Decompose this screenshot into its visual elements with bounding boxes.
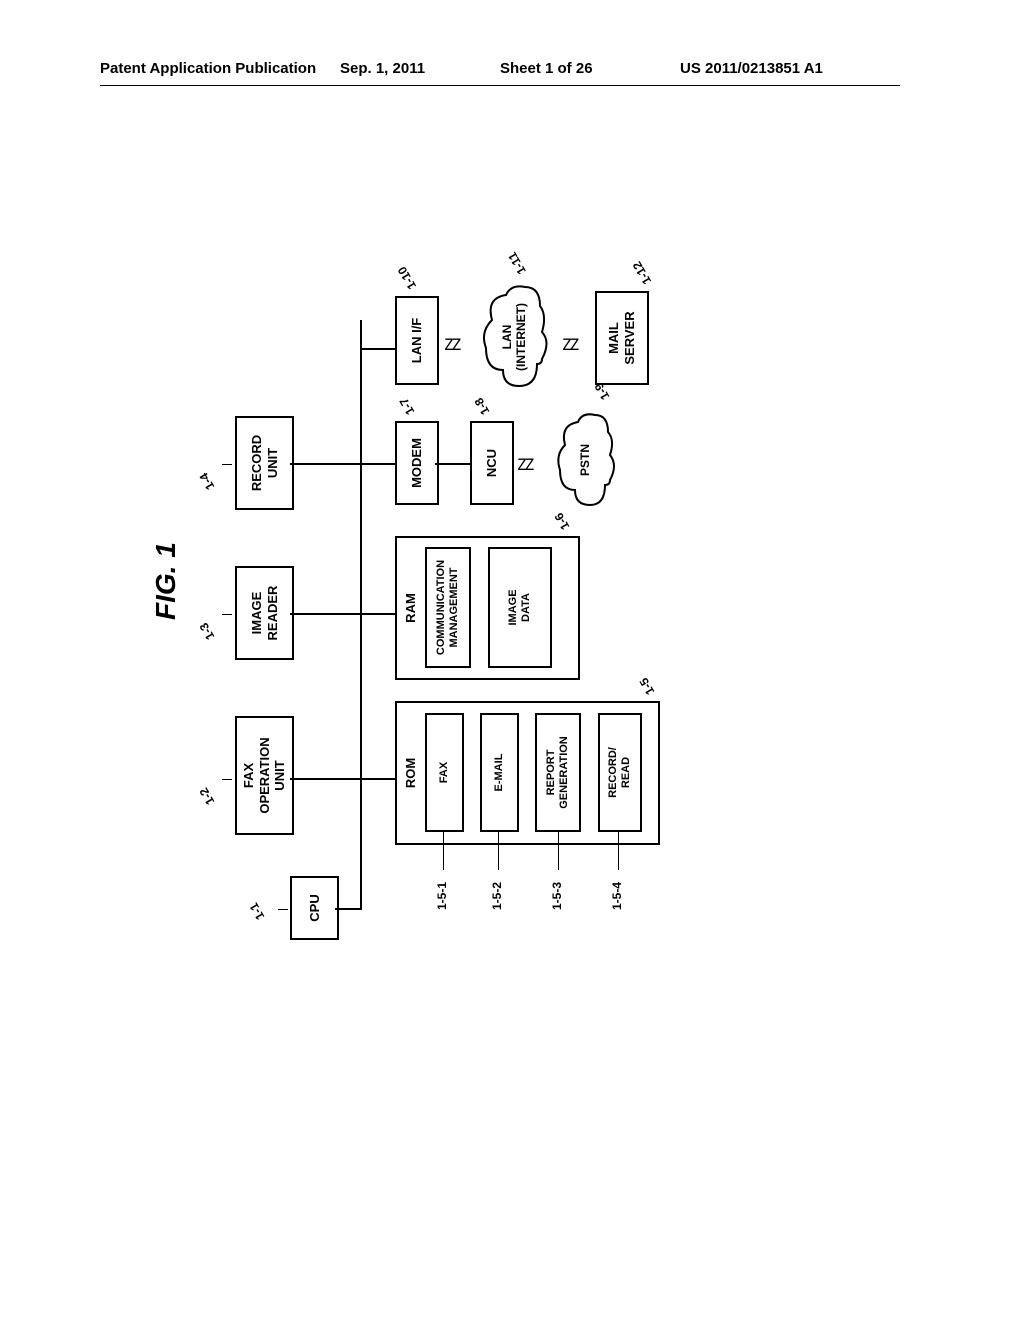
- bus-v-ru: [290, 463, 360, 465]
- bus-v-ram: [360, 613, 395, 615]
- bus-v-faxop: [290, 778, 360, 780]
- figure-title: FIG. 1: [150, 542, 182, 620]
- bus-v-modem: [360, 463, 395, 465]
- ref-rom-fax: 1-5-1: [435, 882, 449, 910]
- figure-1-diagram: FIG. 1 CPU 1-1 FAX OPERATION UNIT 1-2 IM…: [210, 220, 810, 940]
- header-left: Patent Application Publication: [100, 60, 316, 77]
- bus-h: [360, 320, 362, 910]
- fax-operation-block: FAX OPERATION UNIT: [235, 716, 294, 835]
- pstn-label: PSTN: [578, 444, 592, 476]
- cpu-block: CPU: [290, 876, 339, 940]
- lanif-block: LAN I/F: [395, 296, 439, 385]
- cpu-label: CPU: [307, 894, 323, 921]
- bus-v-ir: [290, 613, 360, 615]
- ref-cpu: 1-1: [247, 900, 268, 922]
- rom-email-block: E-MAIL: [480, 713, 519, 832]
- ncu-label: NCU: [484, 449, 500, 477]
- bus-v-cpu: [335, 908, 360, 910]
- ref-mail-server: 1-12: [630, 259, 654, 287]
- bus-v-rom: [360, 778, 395, 780]
- ref-fax-op: 1-2: [197, 785, 218, 807]
- rom-fax-block: FAX: [425, 713, 464, 832]
- page: Patent Application Publication Sep. 1, 2…: [0, 0, 1024, 1320]
- ram-comm-label: COMMUNICATION MANAGEMENT: [435, 560, 461, 655]
- lanif-label: LAN I/F: [409, 318, 425, 364]
- ref-lan: 1-11: [505, 250, 529, 277]
- bus-v-lanif: [360, 348, 395, 350]
- ref-modem: 1-7: [397, 395, 418, 417]
- mail-server-label: MAIL SERVER: [606, 311, 637, 364]
- tick-ir: [222, 614, 232, 615]
- header-pubno: US 2011/0213851 A1: [680, 60, 823, 77]
- ref-rom-record: 1-5-4: [610, 882, 624, 910]
- tick-cpu: [278, 909, 288, 910]
- zz-lan1: ZZ: [444, 335, 459, 354]
- zz-pstn: ZZ: [517, 455, 532, 474]
- header-sheet: Sheet 1 of 26: [500, 60, 593, 77]
- rom-email-label: E-MAIL: [493, 754, 506, 792]
- rom-fax-label: FAX: [438, 762, 451, 783]
- modem-block: MODEM: [395, 421, 439, 505]
- ref-rom: 1-5: [637, 675, 658, 697]
- fax-op-label: FAX OPERATION UNIT: [241, 737, 288, 813]
- ref-rom-report: 1-5-3: [550, 882, 564, 910]
- ref-rom-email: 1-5-2: [490, 882, 504, 910]
- modem-label: MODEM: [409, 438, 425, 488]
- image-reader-block: IMAGE READER: [235, 566, 294, 660]
- ref-ncu: 1-8: [472, 395, 493, 417]
- lead-rom-email: [498, 832, 499, 870]
- ref-image-reader: 1-3: [197, 620, 218, 642]
- ram-comm-block: COMMUNICATION MANAGEMENT: [425, 547, 471, 668]
- lan-cloud: LAN (INTERNET): [475, 282, 553, 392]
- ref-record-unit: 1-4: [197, 470, 218, 492]
- rom-record-block: RECORD/ READ: [598, 713, 642, 832]
- rom-label: ROM: [403, 703, 419, 843]
- tick-ru: [222, 464, 232, 465]
- lan-label: LAN (INTERNET): [500, 303, 528, 371]
- ram-label: RAM: [403, 538, 419, 678]
- lead-rom-record: [618, 832, 619, 870]
- tick-faxop: [222, 779, 232, 780]
- lead-rom-report: [558, 832, 559, 870]
- rom-report-label: REPORT GENERATION: [545, 736, 571, 809]
- record-unit-block: RECORD UNIT: [235, 416, 294, 510]
- line-modem-ncu: [435, 463, 470, 465]
- ref-lanif: 1-10: [395, 264, 419, 292]
- lead-rom-fax: [443, 832, 444, 870]
- rom-record-label: RECORD/ READ: [607, 747, 633, 798]
- image-reader-label: IMAGE READER: [249, 586, 280, 641]
- header-rule: [100, 85, 900, 86]
- pstn-cloud: PSTN: [550, 410, 620, 510]
- mail-server-block: MAIL SERVER: [595, 291, 649, 385]
- ram-image-block: IMAGE DATA: [488, 547, 552, 668]
- rom-report-block: REPORT GENERATION: [535, 713, 581, 832]
- ncu-block: NCU: [470, 421, 514, 505]
- ref-ram: 1-6: [552, 510, 573, 532]
- record-unit-label: RECORD UNIT: [249, 435, 280, 491]
- zz-mail: ZZ: [562, 335, 577, 354]
- header-date: Sep. 1, 2011: [340, 60, 425, 77]
- ram-image-label: IMAGE DATA: [507, 589, 533, 625]
